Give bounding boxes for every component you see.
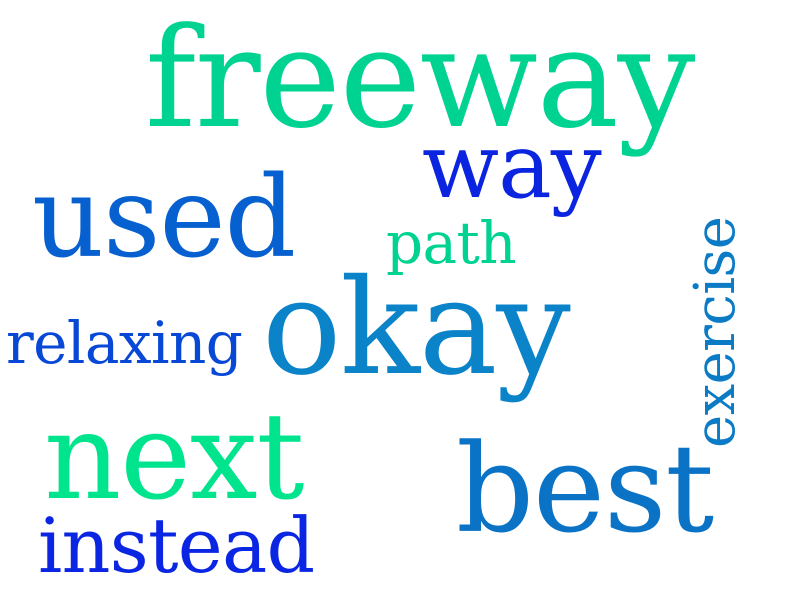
word-used: used — [32, 153, 296, 283]
word-way: way — [422, 114, 602, 219]
word-okay: okay — [262, 251, 571, 405]
word-exercise: exercise — [683, 216, 748, 448]
word-next: next — [44, 388, 305, 527]
word-best: best — [456, 418, 714, 560]
word-instead: instead — [38, 501, 315, 590]
word-relaxing: relaxing — [6, 309, 243, 377]
word-freeway: freeway — [145, 0, 695, 159]
word-path: path — [386, 209, 517, 277]
